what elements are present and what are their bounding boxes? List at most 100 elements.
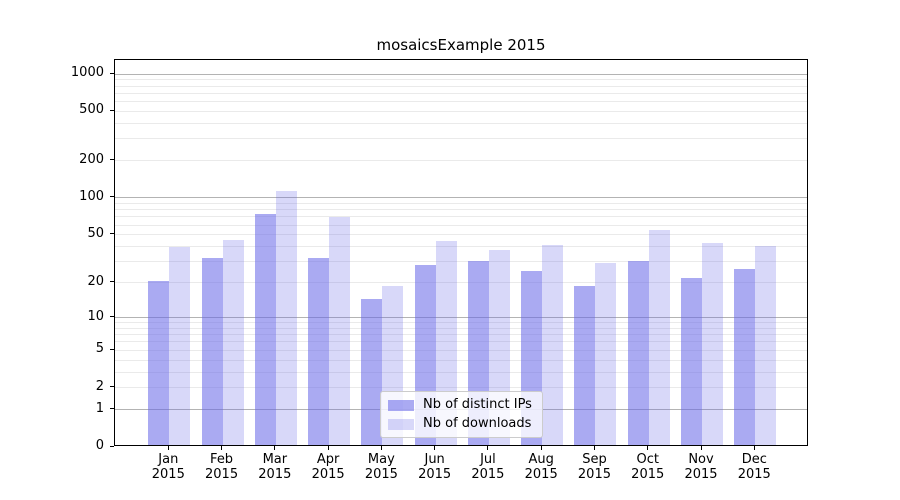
gridline-minor [115,122,807,124]
y-tick-mark [110,408,114,410]
legend-label-distinct-ips: Nb of distinct IPs [423,397,532,412]
gridline-minor [115,224,807,226]
gridline-major [115,197,807,199]
x-tick-label: Oct 2015 [631,452,665,482]
x-tick-mark [593,446,595,450]
y-tick-label: 2 [95,378,104,394]
bar-distinct-ips [148,280,170,445]
bar-distinct-ips [681,278,702,445]
y-tick-mark [110,72,114,74]
y-tick-label: 0 [95,438,104,453]
bar-distinct-ips [574,286,596,445]
y-tick-mark [110,196,114,198]
gridline-minor [115,261,807,263]
y-tick-mark [110,445,114,447]
x-tick-label: May 2015 [364,452,398,482]
gridline-minor [115,327,807,329]
x-tick-mark [434,446,436,450]
bar-downloads [329,217,351,445]
gridline-minor [115,322,807,324]
x-tick-label: Feb 2015 [205,452,239,482]
legend-item-distinct-ips: Nb of distinct IPs [388,397,532,413]
gridline-major [115,317,807,319]
bar-distinct-ips [734,269,756,445]
bar-distinct-ips [201,257,223,445]
legend-item-downloads: Nb of downloads [388,416,532,432]
y-tick-label: 10 [87,308,104,324]
x-tick-label: Jul 2015 [471,452,505,482]
gridline-minor [115,282,807,284]
x-tick-mark [274,446,276,450]
legend: Nb of distinct IPs Nb of downloads [380,391,543,438]
bar-distinct-ips [627,261,649,445]
bar-downloads [702,243,723,445]
x-tick-label: Sep 2015 [577,452,611,482]
bar-downloads [595,263,617,445]
y-tick-label: 100 [79,188,104,204]
x-tick-mark [753,446,755,450]
x-tick-mark [327,446,329,450]
plot-area [114,59,808,446]
legend-label-downloads: Nb of downloads [423,416,532,431]
y-tick-label: 20 [87,273,104,289]
x-tick-mark [380,446,382,450]
bar-downloads [542,244,564,445]
y-tick-mark [110,316,114,318]
gridline-minor [115,371,807,373]
bar-downloads [648,229,670,445]
x-tick-label: Aug 2015 [524,452,558,482]
gridline-minor [115,334,807,336]
gridline-minor [115,160,807,162]
y-tick-mark [110,348,114,350]
gridline-minor [115,387,807,389]
bar-distinct-ips [254,214,276,445]
gridline-minor [115,79,807,81]
legend-swatch-distinct-ips [388,399,414,411]
gridline-minor [115,246,807,248]
chart-title: mosaicsExample 2015 [376,36,546,54]
gridline-minor [115,349,807,351]
x-tick-mark [167,446,169,450]
x-tick-mark [487,446,489,450]
gridline-minor [115,110,807,112]
y-tick-label: 1 [95,400,104,416]
bar-downloads [222,239,244,445]
y-tick-mark [110,233,114,235]
bar-downloads [169,247,191,445]
gridlines-layer [115,60,807,445]
x-tick-label: Jun 2015 [418,452,452,482]
bar-distinct-ips [361,298,383,445]
gridline-minor [115,341,807,343]
y-tick-mark [110,109,114,111]
gridline-minor [115,216,807,218]
legend-swatch-downloads [388,418,414,430]
y-tick-label: 200 [79,151,104,167]
bar-distinct-ips [308,257,330,445]
gridline-minor [115,92,807,94]
y-tick-label: 1000 [70,65,104,81]
x-tick-mark [540,446,542,450]
gridline-minor [115,85,807,87]
gridline-minor [115,202,807,204]
x-tick-label: Nov 2015 [684,452,718,482]
x-tick-mark [647,446,649,450]
x-tick-label: Mar 2015 [258,452,292,482]
y-tick-mark [110,386,114,388]
x-tick-label: Jan 2015 [151,452,185,482]
gridline-minor [115,234,807,236]
x-tick-label: Dec 2015 [737,452,771,482]
bar-downloads [275,190,297,445]
y-tick-label: 5 [95,341,104,357]
gridline-minor [115,359,807,361]
y-tick-mark [110,281,114,283]
x-tick-mark [221,446,223,450]
gridline-minor [115,101,807,103]
x-tick-label: Apr 2015 [311,452,345,482]
bar-downloads [755,245,777,445]
bars-layer [115,60,807,445]
y-tick-label: 500 [79,102,104,118]
gridline-major [115,73,807,75]
gridline-minor [115,138,807,140]
y-tick-label: 50 [87,225,104,241]
